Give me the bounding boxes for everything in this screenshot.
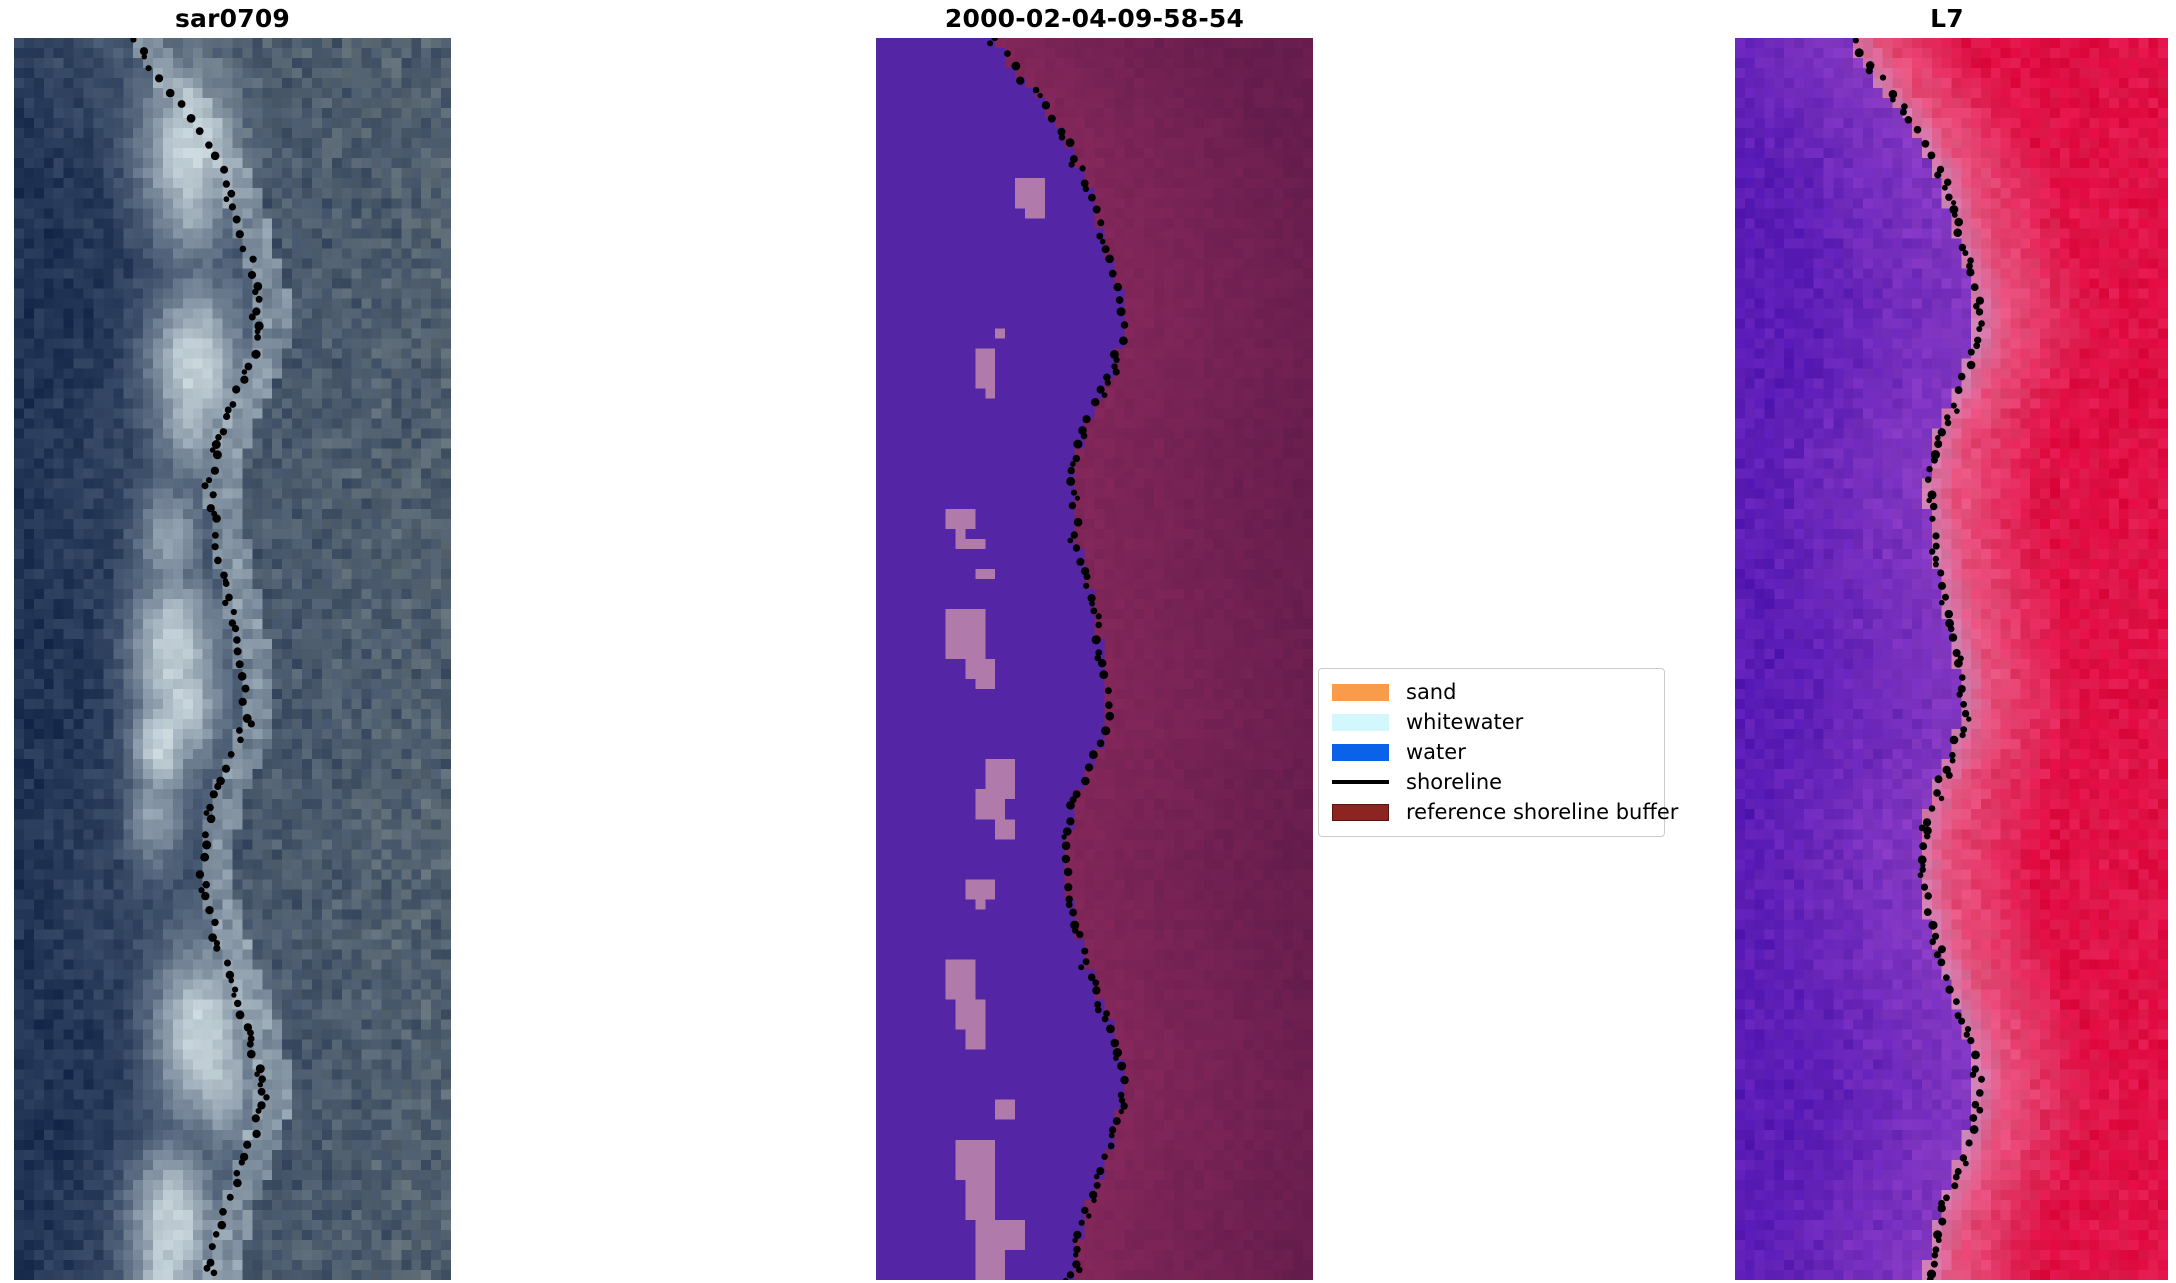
sar-panel: sar0709 <box>0 0 465 1283</box>
legend-swatch-reference-shoreline-buffer <box>1330 797 1392 827</box>
sand-color-swatch <box>1332 684 1389 701</box>
legend-item-reference-shoreline-buffer: reference shoreline buffer <box>1330 797 1678 827</box>
legend-item-sand: sand <box>1330 677 1653 707</box>
legend-label-shoreline: shoreline <box>1406 770 1503 794</box>
legend-label-reference-shoreline-buffer: reference shoreline buffer <box>1406 800 1679 824</box>
legend-swatch-whitewater <box>1330 707 1392 737</box>
l7-panel: L7 <box>1718 0 2176 1283</box>
legend-swatch-shoreline <box>1330 767 1392 797</box>
whitewater-color-swatch <box>1332 714 1389 731</box>
sar-panel-axes <box>14 38 451 1280</box>
l7-panel-title: L7 <box>1930 4 1964 33</box>
sar-panel-title: sar0709 <box>174 4 291 33</box>
legend-label-whitewater: whitewater <box>1406 710 1524 734</box>
reference-buffer-color-swatch <box>1332 804 1389 821</box>
l7-raster-image <box>1735 38 2168 1280</box>
sar-raster-image <box>14 38 451 1280</box>
legend-label-water: water <box>1406 740 1466 764</box>
classification-panel: 2000-02-04-09-58-54 <box>862 0 1327 1283</box>
map-legend: sand whitewater water shoreline referenc… <box>1318 668 1678 837</box>
classification-raster-image <box>876 38 1313 1280</box>
legend-swatch-water <box>1330 737 1392 767</box>
legend-item-shoreline: shoreline <box>1330 767 1653 797</box>
water-color-swatch <box>1332 744 1389 761</box>
classification-panel-title: 2000-02-04-09-58-54 <box>944 4 1245 33</box>
shoreline-line-sample <box>1332 780 1389 784</box>
legend-label-sand: sand <box>1406 680 1457 704</box>
l7-panel-axes <box>1735 38 2168 1280</box>
legend-swatch-sand <box>1330 677 1392 707</box>
legend-item-whitewater: whitewater <box>1330 707 1653 737</box>
legend-item-water: water <box>1330 737 1653 767</box>
classification-panel-axes <box>876 38 1313 1280</box>
